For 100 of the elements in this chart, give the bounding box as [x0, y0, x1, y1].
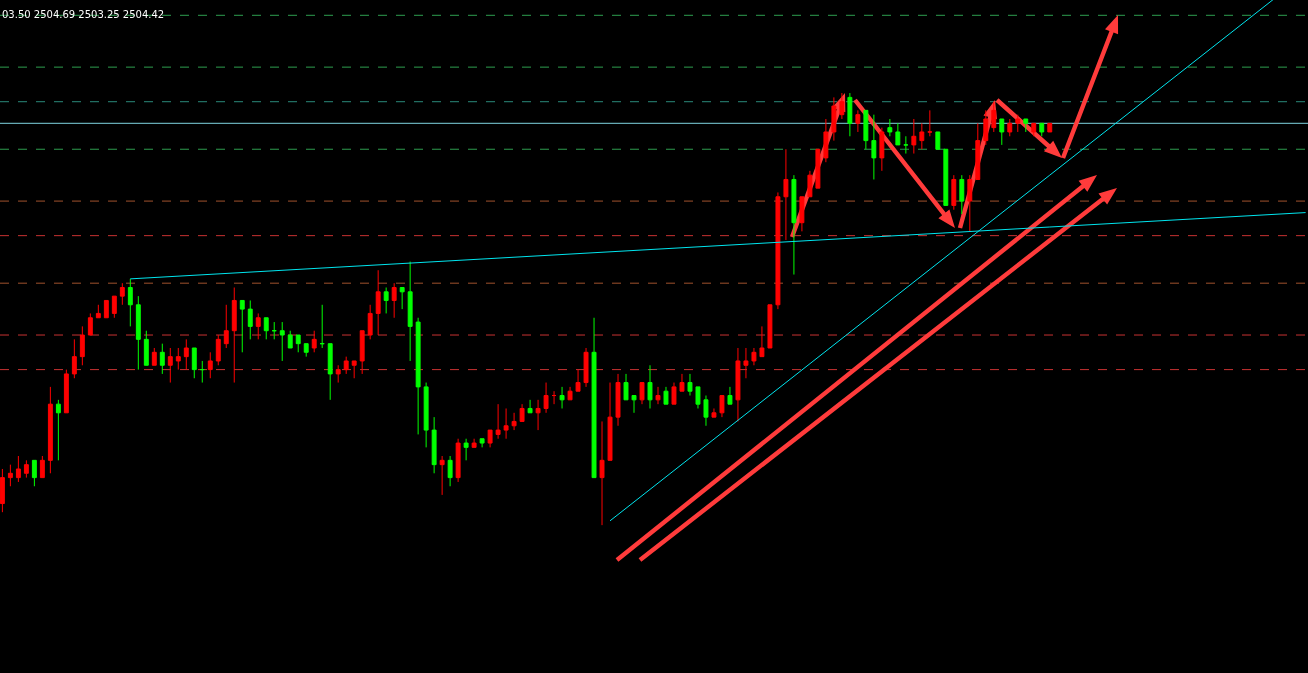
- candlestick: [439, 455, 445, 496]
- candlestick: [679, 373, 685, 392]
- candlestick: [575, 369, 581, 392]
- candlestick: [839, 92, 845, 120]
- candlestick: [1007, 118, 1013, 137]
- candlestick: [375, 269, 381, 336]
- candlestick: [191, 347, 197, 379]
- candlestick: [911, 118, 917, 155]
- candlestick: [215, 334, 221, 366]
- candlestick: [135, 295, 141, 371]
- candlestick: [687, 373, 693, 397]
- candlestick: [247, 299, 253, 340]
- candlestick: [239, 299, 245, 353]
- candlestick: [0, 468, 5, 513]
- candlestick: [263, 317, 269, 340]
- candlestick: [567, 386, 573, 401]
- candlestick: [903, 135, 909, 155]
- candlestick: [423, 382, 429, 448]
- text: 03.50 2504.69 2503.25 2504.42: [2, 9, 165, 20]
- candlestick: [783, 148, 789, 241]
- candlestick: [663, 386, 669, 405]
- candlestick: [383, 287, 389, 314]
- candlestick: [983, 109, 989, 146]
- candlestick: [767, 304, 773, 349]
- candlestick: [111, 295, 117, 319]
- candlestick: [87, 312, 93, 336]
- candlestick: [775, 191, 781, 310]
- candlestick: [647, 364, 653, 409]
- candlestick: [471, 438, 477, 448]
- candlestick: [655, 386, 661, 405]
- candlestick: [335, 364, 341, 384]
- candlestick: [591, 317, 597, 479]
- candlestick: [15, 455, 21, 483]
- candlestick: [311, 330, 317, 353]
- candlestick: [7, 464, 13, 487]
- candlestick: [719, 395, 725, 418]
- candlestick: [511, 412, 517, 431]
- candlestick: [1015, 114, 1021, 133]
- candlestick: [119, 282, 125, 306]
- candlestick: [935, 131, 941, 150]
- candlestick: [495, 403, 501, 440]
- candlestick: [167, 347, 173, 384]
- candlestick: [743, 347, 749, 379]
- candlestick: [959, 174, 965, 215]
- candlestick: [1039, 122, 1045, 137]
- candlestick: [455, 438, 461, 483]
- candlestick: [711, 407, 717, 418]
- candlestick: [623, 373, 629, 401]
- candlestick: [359, 330, 365, 375]
- candlestick: [535, 399, 541, 431]
- candlestick: [967, 174, 973, 232]
- candlestick: [887, 118, 893, 137]
- candlestick: [103, 299, 109, 319]
- candlestick: [847, 92, 853, 137]
- candlestick: [303, 343, 309, 358]
- candlestick: [527, 399, 533, 414]
- candlestick: [975, 122, 981, 180]
- candlestick: [951, 174, 957, 211]
- candlestick: [207, 351, 213, 379]
- candlestick: [895, 122, 901, 146]
- candlestick: [415, 317, 421, 435]
- candlestick: [823, 118, 829, 163]
- candlestick: [879, 127, 885, 172]
- candlestick: [607, 382, 613, 461]
- candlestick: [815, 148, 821, 189]
- candlestick: [31, 459, 37, 487]
- candlestick: [943, 148, 949, 206]
- candlestick: [391, 282, 397, 319]
- candlestick: [79, 325, 85, 366]
- candlestick: [367, 304, 373, 340]
- candlestick: [1047, 122, 1053, 133]
- candlestick: [999, 118, 1005, 146]
- candlestick: [151, 347, 157, 366]
- candlestick: [199, 360, 205, 384]
- candlestick: [919, 122, 925, 150]
- candlestick: [159, 343, 165, 375]
- candlestick: [351, 360, 357, 379]
- candlestick: [183, 338, 189, 371]
- candlestick: [479, 438, 485, 448]
- candlestick: [63, 369, 69, 414]
- candlestick: [55, 399, 61, 461]
- candlestick: [319, 304, 325, 349]
- candlestick: [759, 325, 765, 358]
- candlestick: [431, 416, 437, 474]
- candlestick: [927, 109, 933, 137]
- candlestick: [807, 170, 813, 198]
- candlestick: [639, 382, 645, 405]
- candlestick: [327, 343, 333, 401]
- candlestick: [871, 114, 877, 180]
- candlestick: [39, 455, 45, 479]
- candlestick: [271, 321, 277, 340]
- candlestick: [143, 330, 149, 366]
- candlestick: [991, 101, 997, 133]
- candlestick: [519, 403, 525, 422]
- candlestick: [23, 459, 29, 479]
- candlestick: [487, 429, 493, 448]
- candlestick: [863, 109, 869, 150]
- candlestick: [127, 278, 133, 327]
- candlestick: [287, 330, 293, 349]
- candlestick: [95, 304, 101, 319]
